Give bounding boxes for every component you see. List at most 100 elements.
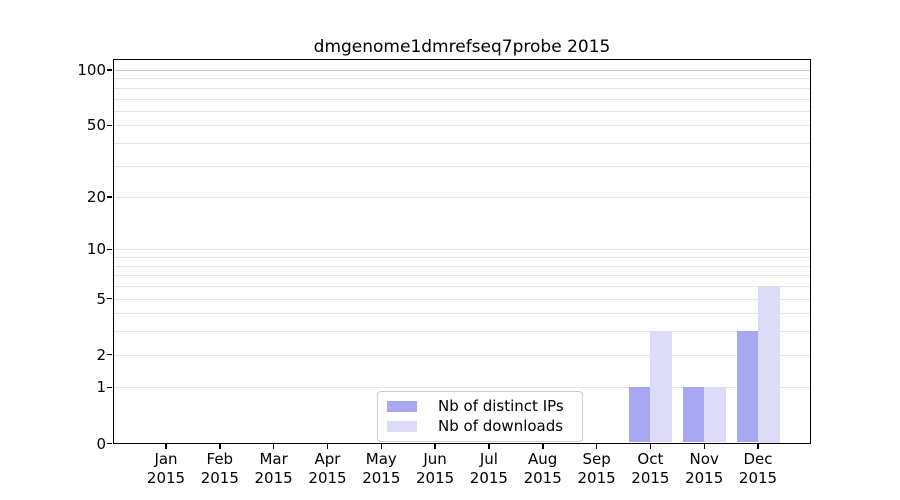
gridline-y-10 [113,249,811,251]
bar-distinct-ips-oct [628,387,651,443]
x-tick-label-month: Mar [259,450,288,468]
x-tick-label-year: 2015 [469,469,508,487]
x-tick-label-year: 2015 [362,469,401,487]
y-tick-1 [107,386,112,389]
x-tick-label-nov: Nov 2015 [675,450,733,488]
x-tick-label-month: Feb [206,450,234,468]
x-tick-apr [326,444,329,449]
bar-distinct-ips-nov [682,387,705,443]
x-tick-label-year: 2015 [631,469,670,487]
x-tick-may [380,444,382,449]
x-tick-label-aug: Aug 2015 [514,450,572,488]
gridline-y-50 [113,125,811,127]
y-tick-5 [107,297,112,300]
x-tick-label-year: 2015 [738,469,778,487]
y-tick-2 [107,353,112,356]
x-tick-label-sep: Sep 2015 [568,450,626,488]
y-tick-label-50: 50 [86,116,106,135]
x-tick-label-may: May 2015 [352,450,410,488]
plot-frame [113,59,811,444]
y-tick-20 [107,196,112,198]
x-tick-label-jan: Jan 2015 [137,450,195,488]
gridline-y-80 [113,87,811,89]
gridline-y-8 [113,265,811,267]
y-tick-label-10: 10 [86,240,106,259]
x-tick-jan [165,444,167,449]
x-tick-label-jul: Jul 2015 [460,450,518,488]
gridline-y-40 [113,143,811,144]
gridline-y-2 [113,354,811,356]
y-tick-label-20: 20 [86,188,106,207]
x-tick-label-oct: Oct 2015 [621,450,679,488]
bar-downloads-oct [650,331,672,443]
x-tick-label-month: Apr [314,450,341,468]
x-tick-label-year: 2015 [146,469,186,487]
legend-label-distinct-ips: Nb of distinct IPs [438,397,564,415]
y-tick-10 [107,248,112,251]
chart-title: dmgenome1dmrefseq7probe 2015 [313,37,611,57]
y-tick-100 [107,69,112,71]
x-tick-label-month: Nov [689,450,719,468]
x-tick-label-jun: Jun 2015 [406,450,464,488]
x-tick-label-month: May [365,450,397,468]
x-tick-label-month: Dec [743,450,773,468]
x-tick-label-year: 2015 [685,469,724,487]
y-tick-label-2: 2 [96,345,106,364]
gridline-y-7 [113,275,811,277]
gridline-y-5 [113,298,811,300]
x-tick-nov [703,444,705,449]
x-tick-label-month: Oct [637,450,664,468]
x-tick-label-month: Jul [479,450,498,468]
gridline-y-6 [113,286,811,287]
x-tick-feb [219,444,221,449]
x-tick-sep [595,444,598,449]
gridline-y-90 [113,78,811,80]
x-tick-jun [434,444,436,449]
x-tick-label-month: Jan [154,450,178,468]
legend: Nb of distinct IPs Nb of downloads [377,391,583,442]
gridline-y-100 [113,70,811,71]
y-tick-label-5: 5 [96,289,106,308]
legend-entry-distinct-ips: Nb of distinct IPs [387,397,572,415]
x-tick-dec [757,444,759,449]
x-tick-label-apr: Apr 2015 [299,450,357,488]
gridline-y-30 [113,165,811,167]
x-tick-mar [272,444,275,449]
y-tick-label-100: 100 [77,61,106,79]
bar-downloads-nov [704,387,726,443]
y-tick-50 [107,124,112,126]
legend-entry-downloads: Nb of downloads [387,417,572,435]
x-tick-label-feb: Feb 2015 [191,450,249,488]
x-tick-label-year: 2015 [254,469,293,487]
bar-downloads-dec [758,286,780,443]
x-tick-label-month: Aug [528,450,558,468]
x-tick-label-month: Sep [582,450,611,468]
gridline-y-60 [113,110,811,112]
x-tick-label-month: Jun [423,450,447,468]
x-tick-label-year: 2015 [200,469,239,487]
x-tick-oct [649,444,652,449]
x-tick-label-year: 2015 [523,469,562,487]
legend-swatch-downloads-icon [387,420,417,432]
gridline-y-20 [113,197,811,199]
y-tick-label-0: 0 [96,434,106,453]
gridline-y-1 [113,387,811,389]
legend-label-downloads: Nb of downloads [438,417,564,435]
gridline-y-9 [113,257,811,259]
x-tick-label-year: 2015 [308,469,347,487]
x-tick-aug [542,444,544,449]
x-tick-jul [488,444,490,449]
y-tick-label-1: 1 [96,378,106,397]
x-tick-label-mar: Mar 2015 [245,450,303,488]
gridline-y-3 [113,331,811,333]
x-tick-label-dec: Dec 2015 [729,450,787,488]
x-tick-label-year: 2015 [416,469,455,487]
bar-distinct-ips-dec [736,331,758,443]
x-tick-label-year: 2015 [577,469,616,487]
gridline-y-70 [113,98,811,100]
plot-area [113,59,811,444]
y-tick-0 [107,442,112,445]
legend-swatch-distinct-ips-icon [387,400,417,412]
gridline-y-4 [113,313,811,315]
